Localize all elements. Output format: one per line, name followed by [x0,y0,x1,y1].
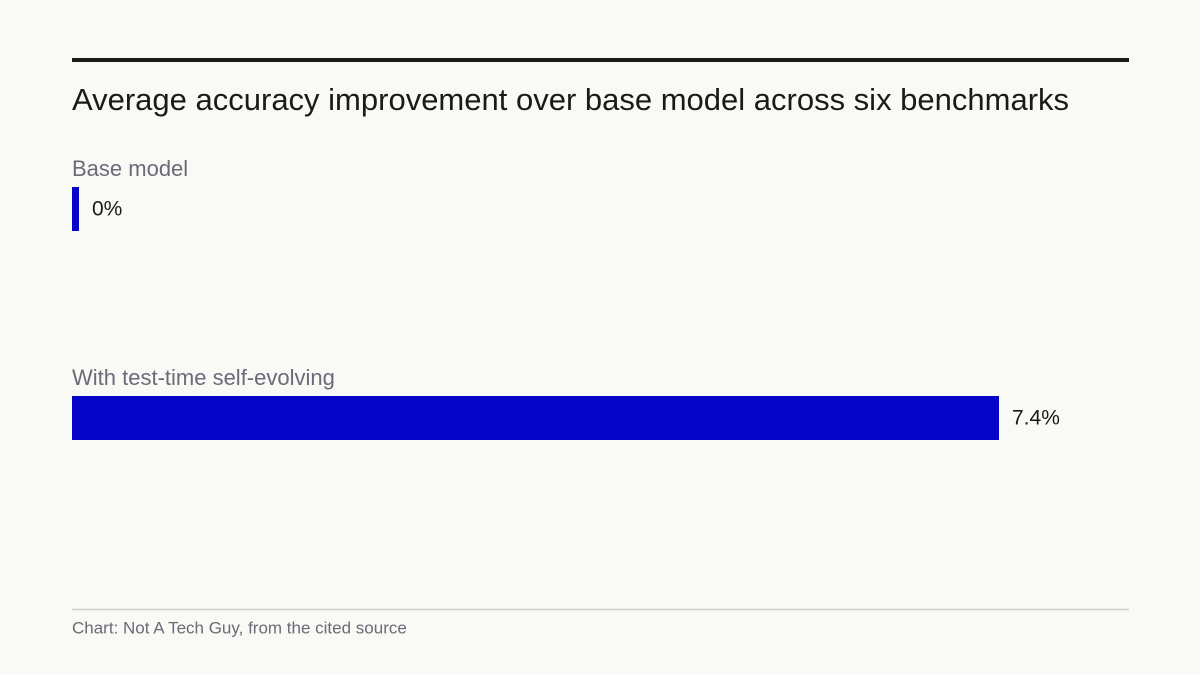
source-note: Chart: Not A Tech Guy, from the cited so… [72,618,407,637]
category-label: With test-time self-evolving [72,365,335,390]
value-label: 7.4% [1012,407,1060,430]
category-label: Base model [72,156,188,181]
bar [72,396,999,440]
top-rule [72,58,1129,62]
value-label: 0% [92,198,122,221]
chart-title: Average accuracy improvement over base m… [72,82,1069,117]
bar [72,187,79,231]
